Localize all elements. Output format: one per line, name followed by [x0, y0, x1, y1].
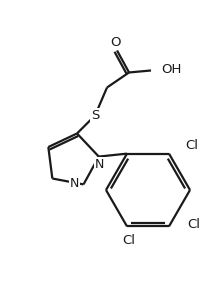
Text: Cl: Cl — [123, 234, 136, 247]
Text: S: S — [91, 109, 99, 122]
Text: O: O — [110, 36, 120, 49]
Text: Cl: Cl — [185, 139, 198, 152]
Text: OH: OH — [161, 63, 182, 76]
Text: N: N — [95, 158, 104, 171]
Text: Cl: Cl — [187, 218, 200, 231]
Text: N: N — [70, 177, 79, 190]
